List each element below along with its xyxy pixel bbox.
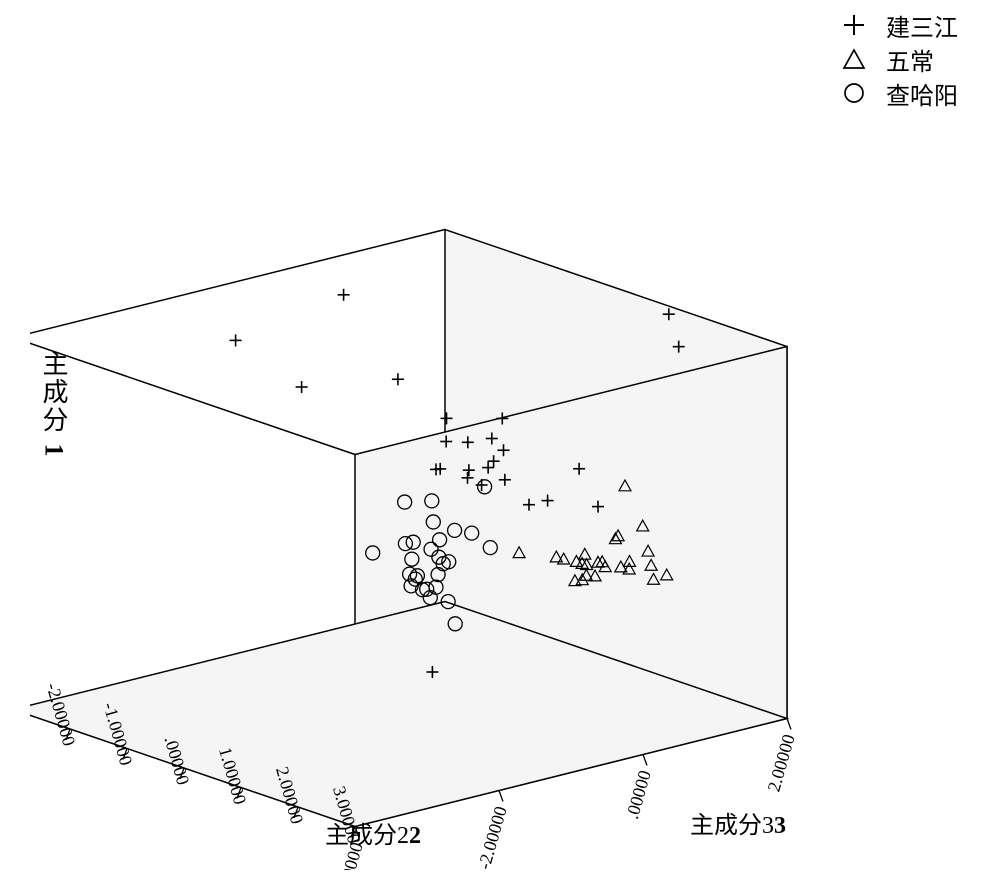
- plot-area: -3.00000-2.00000-1.00000.000001.000002.0…: [30, 150, 970, 870]
- svg-text:2.00000: 2.00000: [763, 732, 798, 794]
- legend: 建三江 五常 查哈阳: [840, 8, 958, 110]
- legend-label: 查哈阳: [886, 76, 958, 111]
- plus-icon: [840, 11, 868, 39]
- z-axis-label: 主成分1: [35, 350, 72, 465]
- svg-text:.00000: .00000: [622, 768, 655, 821]
- legend-item: 查哈阳: [840, 76, 958, 110]
- chart-container: 建三江 五常 查哈阳 -3.00000-2.00000-1.00000.0000…: [0, 0, 1000, 881]
- svg-text:-2.00000: -2.00000: [474, 804, 511, 870]
- x-axis-label: 主成分22: [325, 815, 421, 850]
- legend-label: 建三江: [886, 8, 958, 43]
- legend-item: 五常: [840, 42, 958, 76]
- scatter-3d: -3.00000-2.00000-1.00000.000001.000002.0…: [30, 150, 970, 870]
- circle-icon: [840, 79, 868, 107]
- triangle-icon: [840, 45, 868, 73]
- legend-item: 建三江: [840, 8, 958, 42]
- legend-label: 五常: [886, 42, 934, 77]
- y-axis-label: 主成分33: [690, 805, 786, 840]
